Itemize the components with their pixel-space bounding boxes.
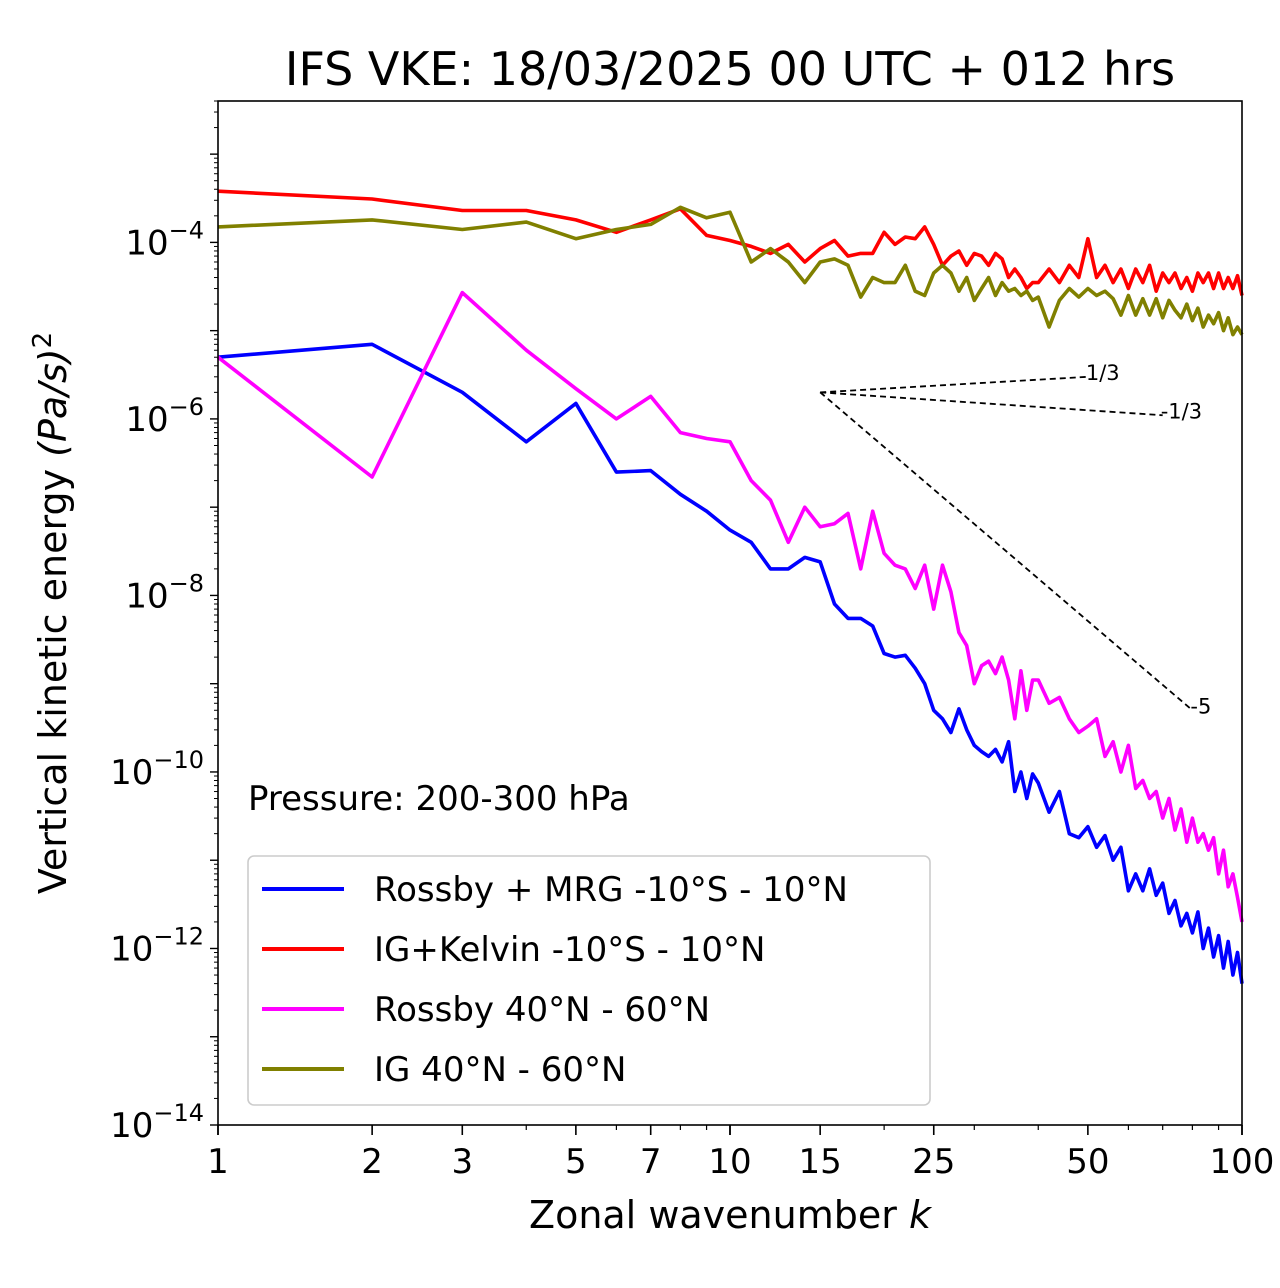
y-tick-label: 10−6 <box>125 393 204 440</box>
legend-box <box>247 855 931 1106</box>
y-tick-label: 10−10 <box>110 746 204 793</box>
y-axis-label-exp: 2 <box>28 332 58 349</box>
reference-slope-label: -5 <box>1190 694 1211 718</box>
y-axis-ticks: 10−4 10−6 10−8 10−10 10−12 10−14 <box>110 100 218 1146</box>
x-tick-label: 3 <box>451 1142 473 1182</box>
legend-label-ig-40-n-60-n: IG 40°N - 60°N <box>374 1050 626 1090</box>
x-axis-label-text: Zonal wavenumber <box>529 1193 909 1237</box>
x-tick-label: 50 <box>1066 1142 1109 1182</box>
reference-slope-label: 1/3 <box>1086 361 1120 385</box>
x-tick-label: 15 <box>799 1142 842 1182</box>
x-tick-label: 5 <box>565 1142 587 1182</box>
series-line-rossby-40-n-60-n <box>216 290 1244 923</box>
x-tick-label: 7 <box>640 1142 662 1182</box>
series-layer <box>216 189 1244 984</box>
reference-slope-line <box>820 391 1163 417</box>
x-tick-label: 2 <box>361 1142 383 1182</box>
x-axis-label-var: k <box>909 1193 933 1237</box>
legend-items: Rossby + MRG -10°S - 10°N IG+Kelvin -10°S… <box>262 870 848 1090</box>
x-tick-label: 1 <box>207 1142 229 1182</box>
legend-label-rossby-40-n-60-n: Rossby 40°N - 60°N <box>374 990 710 1030</box>
y-tick-label: 10−12 <box>110 922 204 969</box>
y-tick-label: 10−14 <box>110 1099 204 1146</box>
y-axis-label: Vertical kinetic energy (Pa/s)2 <box>28 332 75 894</box>
reference-slope-label: -1/3 <box>1161 399 1202 423</box>
series-line-ig-40-n-60-n <box>217 205 1244 337</box>
y-axis-label-var: (Pa/s) <box>31 348 75 456</box>
chart-title: IFS VKE: 18/03/2025 00 UTC + 012 hrs <box>285 42 1175 96</box>
y-tick-label: 10−4 <box>125 216 204 263</box>
x-tick-label: 10 <box>708 1142 751 1182</box>
legend-label-rossby-mrg-10-s-10-n: Rossby + MRG -10°S - 10°N <box>374 870 848 910</box>
legend-label-ig-kelvin-10-s-10-n: IG+Kelvin -10°S - 10°N <box>374 930 765 970</box>
x-axis-label: Zonal wavenumber k <box>529 1193 933 1237</box>
series-line-rossby-mrg-10-s-10-n <box>217 342 1244 984</box>
x-tick-label: 25 <box>912 1142 955 1182</box>
y-axis-label-text: Vertical kinetic energy <box>31 457 75 894</box>
reference-slope-line <box>819 391 1193 711</box>
y-tick-label: 10−8 <box>125 569 204 616</box>
pressure-annotation: Pressure: 200-300 hPa <box>248 779 630 819</box>
x-tick-label: 100 <box>1210 1142 1275 1182</box>
reference-slopes: 1/3 -1/3 -5 <box>819 361 1211 718</box>
legend: Rossby + MRG -10°S - 10°N IG+Kelvin -10°S… <box>247 855 931 1106</box>
series-line-ig-kelvin-10-s-10-n <box>217 189 1244 296</box>
x-axis-ticks: 1 2 3 5 7 10 15 25 50 100 <box>207 1125 1274 1182</box>
reference-slope-line <box>820 375 1088 394</box>
